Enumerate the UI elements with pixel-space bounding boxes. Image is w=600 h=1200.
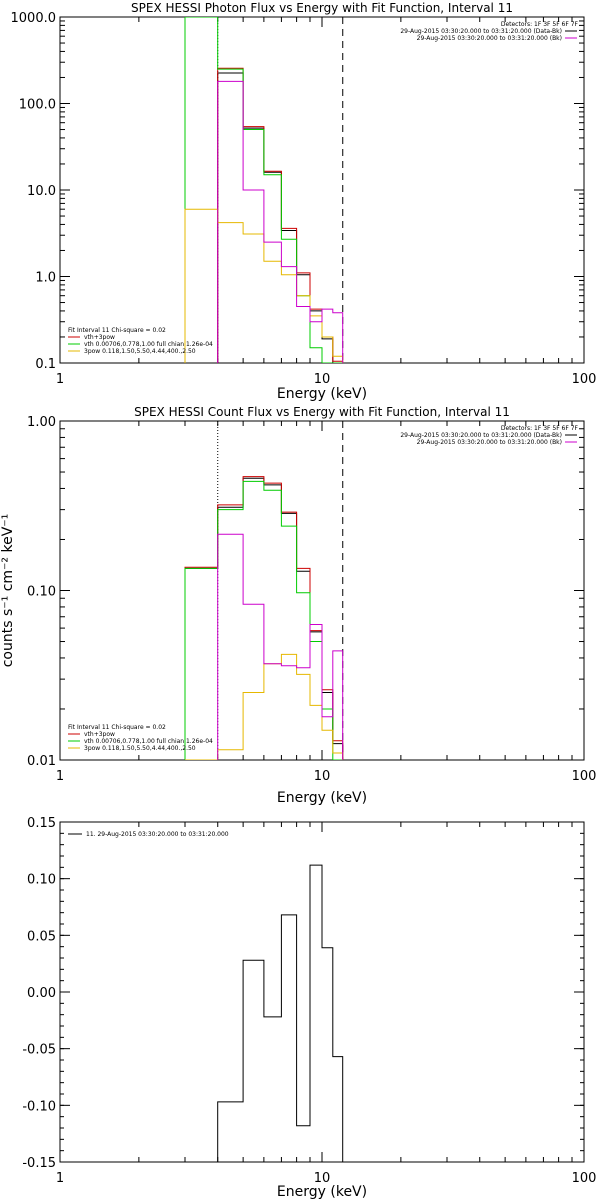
series-data-bk (184, 477, 344, 760)
series-residuals (217, 864, 344, 1162)
x-tick-label: 100 (572, 1171, 597, 1186)
legend-entry: Detectors: 1F 3F 5F 6F 7F (501, 425, 579, 432)
chart-title: SPEX HESSI Photon Flux vs Energy with Fi… (131, 1, 513, 15)
chart-title: SPEX HESSI Count Flux vs Energy with Fit… (134, 405, 510, 419)
fit-legend-header: Fit Interval 11 Chi-square = 0.02 (68, 327, 166, 334)
legend-entry: 11. 29-Aug-2015 03:30:20.000 to 03:31:20… (86, 831, 229, 838)
series-3pow (184, 208, 344, 363)
fit-legend-entry: vth+3pow (84, 731, 115, 738)
fit-legend-entry: vth 0.00706,0.778,1.00 full chian 1.26e-… (84, 341, 213, 348)
x-axis-label: Energy (keV) (277, 1184, 367, 1200)
y-tick-label: 0.15 (27, 816, 56, 831)
legend-entry: 29-Aug-2015 03:30:20.000 to 03:31:20.000… (400, 432, 562, 439)
x-tick-label: 10 (314, 1171, 331, 1186)
series-vth (184, 17, 343, 363)
legend-entry: 29-Aug-2015 03:30:20.000 to 03:31:20.000… (417, 35, 562, 42)
residuals-panel: 1 10 100 -0.15 -0.10 -0.05 0.00 0.05 0.10 0.15 Ene… (22, 816, 596, 1200)
fit-legend-entry: vth+3pow (84, 334, 115, 341)
fit-legend-entry: vth 0.00706,0.778,1.00 full chian 1.26e-… (84, 738, 213, 745)
y-tick-label: -0.05 (22, 1043, 56, 1058)
y-tick-label: -0.15 (22, 1156, 56, 1171)
fit-legend-header: Fit Interval 11 Chi-square = 0.02 (68, 724, 166, 731)
x-tick-label: 10 (314, 769, 331, 784)
y-tick-label: 1.0 (35, 271, 56, 286)
legend-entry: Detectors: 1F 3F 5F 6F 7F (501, 21, 579, 28)
y-tick-label: 0.10 (27, 873, 56, 888)
x-tick-label: 100 (572, 372, 597, 387)
x-tick-label: 1 (56, 1171, 64, 1186)
x-tick-label: 100 (572, 769, 597, 784)
x-tick-label: 10 (314, 372, 331, 387)
series-vth-3pow (184, 476, 344, 760)
series-data-bk (217, 72, 343, 363)
y-tick-label: 0.1 (35, 357, 56, 372)
y-tick-label: 1000.0 (11, 11, 57, 26)
y-tick-label: 0.05 (27, 929, 56, 944)
y-tick-label: 10.0 (27, 184, 56, 199)
y-tick-label: 0.01 (27, 754, 56, 769)
fit-legend-entry: 3pow 0.118,1.50,5.50,4.44,400.,2.50 (84, 348, 196, 355)
count-flux-panel: SPEX HESSI Count Flux vs Energy with Fit… (0, 405, 596, 806)
series-bk (217, 80, 344, 363)
y-tick-label: 100.0 (19, 98, 56, 113)
y-tick-label: 0.10 (27, 585, 56, 600)
x-tick-label: 1 (56, 769, 64, 784)
legend-entry: 29-Aug-2015 03:30:20.000 to 03:31:20.000… (400, 28, 562, 35)
photon-flux-panel: SPEX HESSI Photon Flux vs Energy with Fi… (11, 1, 597, 402)
series-bk (217, 533, 344, 760)
x-tick-label: 1 (56, 372, 64, 387)
x-axis-label: Energy (keV) (277, 386, 367, 402)
fit-legend-entry: 3pow 0.118,1.50,5.50,4.44,400.,2.50 (84, 745, 196, 752)
y-tick-label: 1.00 (27, 415, 56, 430)
y-tick-label: 0.00 (27, 986, 56, 1001)
legend-entry: 29-Aug-2015 03:30:20.000 to 03:31:20.000… (417, 439, 562, 446)
y-tick-label: -0.10 (22, 1099, 56, 1114)
series-vth-3pow (217, 67, 344, 363)
x-axis-label: Energy (keV) (277, 790, 367, 806)
series-3pow (185, 653, 344, 760)
y-axis-label: counts s⁻¹ cm⁻² keV⁻¹ (0, 514, 16, 668)
